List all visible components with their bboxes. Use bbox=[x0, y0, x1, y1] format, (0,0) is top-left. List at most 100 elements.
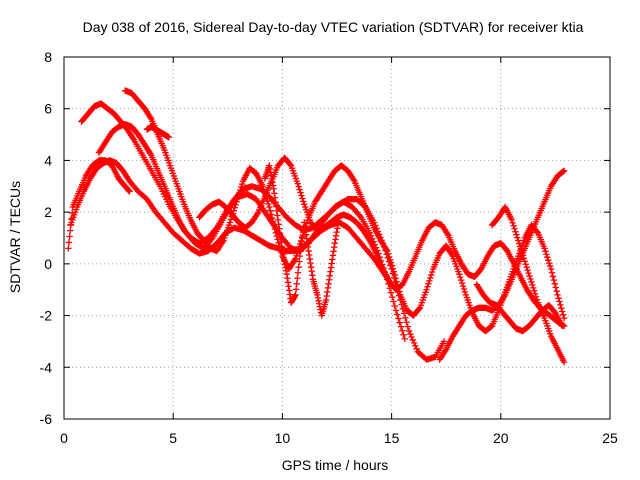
series-track bbox=[261, 162, 343, 319]
data-point bbox=[457, 276, 465, 284]
data-point bbox=[524, 266, 531, 274]
data-point bbox=[521, 258, 529, 265]
data-point bbox=[369, 254, 377, 261]
data-point bbox=[448, 251, 456, 258]
data-point bbox=[547, 265, 555, 273]
data-point bbox=[533, 228, 541, 235]
data-point bbox=[427, 274, 434, 282]
data-point bbox=[556, 298, 563, 305]
data-point bbox=[530, 287, 538, 295]
data-point bbox=[294, 275, 301, 282]
data-point bbox=[385, 253, 393, 261]
data-point bbox=[384, 247, 391, 255]
data-point bbox=[295, 263, 302, 271]
data-point bbox=[557, 301, 564, 309]
data-point bbox=[233, 198, 240, 205]
data-point bbox=[399, 327, 406, 334]
data-point bbox=[413, 345, 420, 353]
data-point bbox=[558, 304, 565, 312]
y-tick-label: -4 bbox=[40, 359, 53, 375]
y-tick-label: 6 bbox=[44, 101, 52, 117]
y-tick-label: 4 bbox=[44, 152, 52, 168]
data-point bbox=[292, 255, 299, 262]
data-point bbox=[219, 238, 226, 246]
data-point bbox=[514, 234, 521, 241]
y-tick-label: -2 bbox=[40, 308, 53, 324]
data-point bbox=[426, 277, 433, 285]
data-point bbox=[428, 268, 436, 276]
data-point bbox=[542, 248, 549, 255]
x-axis-ticks: 0 5 10 15 20 25 bbox=[60, 57, 618, 446]
data-point bbox=[287, 161, 294, 168]
data-point bbox=[515, 237, 522, 244]
data-point bbox=[356, 212, 363, 220]
data-point bbox=[292, 291, 299, 299]
x-tick-label: 0 bbox=[60, 430, 68, 446]
data-point bbox=[554, 291, 561, 299]
data-point bbox=[66, 233, 73, 240]
data-point bbox=[513, 231, 520, 238]
x-tick-label: 10 bbox=[275, 430, 291, 446]
data-point bbox=[544, 254, 551, 261]
data-point bbox=[459, 282, 467, 290]
data-point bbox=[387, 259, 395, 266]
data-point bbox=[292, 286, 300, 293]
data-point bbox=[383, 246, 390, 253]
data-point bbox=[533, 296, 541, 303]
data-point bbox=[267, 211, 275, 218]
data-point bbox=[390, 298, 397, 305]
data-point bbox=[517, 246, 525, 253]
data-point bbox=[299, 195, 306, 202]
data-point bbox=[530, 284, 537, 292]
data-point bbox=[402, 314, 409, 321]
data-point bbox=[516, 243, 524, 250]
data-point bbox=[560, 314, 568, 322]
data-point bbox=[525, 269, 532, 277]
data-point bbox=[541, 245, 548, 252]
data-point bbox=[532, 293, 540, 300]
series-track bbox=[95, 121, 448, 363]
data-point bbox=[393, 278, 400, 285]
data-point bbox=[126, 188, 133, 195]
data-point bbox=[456, 271, 463, 278]
data-point bbox=[236, 189, 243, 197]
data-point bbox=[291, 256, 298, 264]
data-point bbox=[511, 225, 518, 232]
data-point bbox=[391, 302, 398, 310]
x-axis-title: GPS time / hours bbox=[282, 457, 389, 473]
data-point bbox=[457, 273, 464, 281]
data-point bbox=[553, 287, 560, 295]
y-tick-label: 2 bbox=[44, 204, 52, 220]
y-tick-label: 0 bbox=[44, 256, 52, 272]
data-point bbox=[294, 180, 301, 187]
data-point bbox=[231, 204, 238, 211]
data-point bbox=[390, 268, 397, 275]
data-point bbox=[509, 219, 516, 227]
data-point bbox=[415, 305, 423, 313]
data-point bbox=[552, 284, 559, 291]
data-point bbox=[527, 275, 534, 283]
data-point bbox=[238, 180, 246, 188]
data-point bbox=[428, 271, 435, 279]
data-point bbox=[237, 186, 244, 194]
data-point bbox=[546, 262, 554, 270]
data-point bbox=[293, 280, 300, 288]
data-point bbox=[384, 250, 392, 258]
data-point bbox=[335, 214, 343, 221]
data-point bbox=[526, 272, 533, 280]
data-point bbox=[518, 249, 526, 256]
y-axis-ticks: -6 -4 -2 0 2 4 6 8 bbox=[40, 49, 610, 427]
data-point bbox=[65, 245, 72, 252]
data-point bbox=[254, 210, 261, 217]
x-tick-label: 5 bbox=[169, 430, 177, 446]
data-point bbox=[273, 232, 280, 240]
data-point bbox=[395, 285, 402, 292]
data-point bbox=[259, 183, 266, 190]
data-point bbox=[508, 216, 515, 224]
data-point bbox=[423, 286, 430, 293]
y-tick-label: -6 bbox=[40, 411, 53, 427]
data-point bbox=[560, 358, 568, 366]
data-point bbox=[408, 333, 415, 341]
data-point bbox=[226, 219, 234, 226]
data-point bbox=[512, 228, 519, 235]
